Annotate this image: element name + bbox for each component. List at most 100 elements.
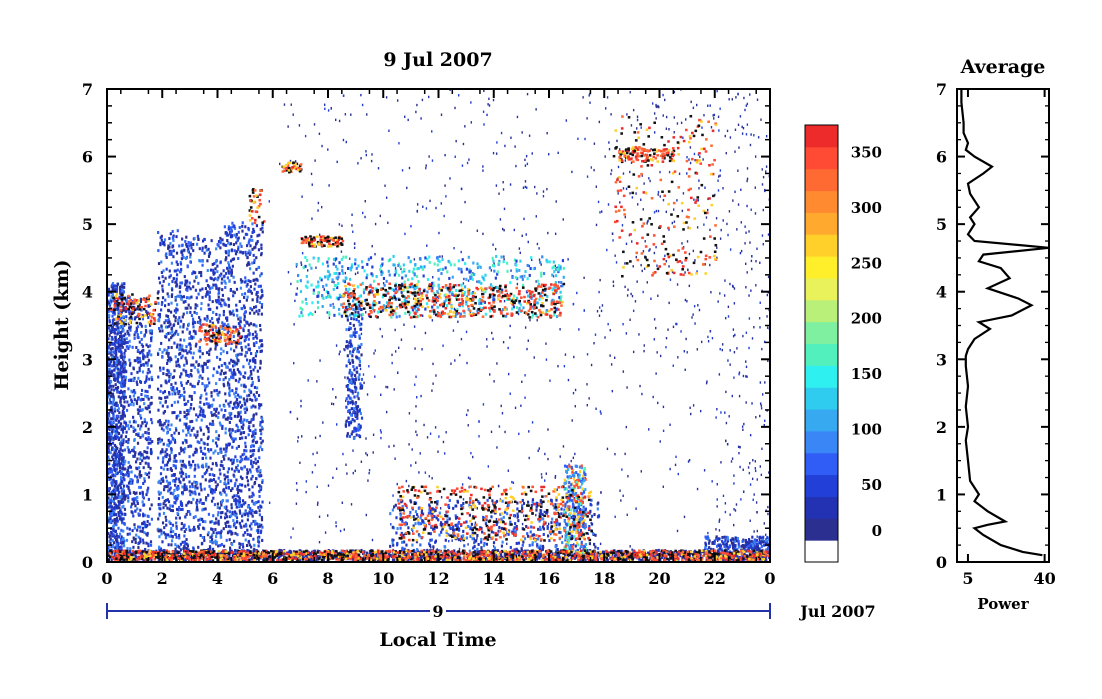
heatmap-cell	[121, 321, 125, 325]
heatmap-cell	[459, 353, 461, 357]
heatmap-cell	[341, 224, 343, 228]
heatmap-cell	[149, 402, 152, 406]
heatmap-cell	[392, 494, 394, 497]
heatmap-cell	[165, 518, 168, 522]
heatmap-cell	[119, 424, 122, 428]
heatmap-cell	[165, 455, 168, 459]
heatmap-cell	[133, 333, 136, 337]
heatmap-cell	[122, 360, 125, 364]
heatmap-cell	[220, 277, 224, 281]
heatmap-cell	[635, 507, 637, 510]
heatmap-cell	[161, 458, 165, 462]
heatmap-cell	[175, 507, 179, 511]
heatmap-cell	[625, 242, 628, 246]
heatmap-cell	[227, 392, 231, 396]
heatmap-cell	[144, 361, 148, 365]
heatmap-cell	[176, 308, 179, 312]
heatmap-cell	[237, 236, 240, 240]
heatmap-cell	[696, 103, 698, 107]
heatmap-cell	[624, 215, 626, 219]
heatmap-cell	[252, 230, 256, 234]
heatmap-cell	[115, 371, 118, 375]
heatmap-cell	[165, 252, 168, 256]
heatmap-cell	[142, 466, 145, 470]
heatmap-cell	[259, 420, 262, 424]
heatmap-cell	[238, 542, 241, 546]
heatmap-cell	[177, 321, 180, 325]
heatmap-cell	[231, 445, 234, 449]
heatmap-cell	[595, 223, 598, 227]
heatmap-cell	[442, 440, 445, 444]
heatmap-cell	[186, 351, 189, 355]
heatmap-cell	[178, 346, 181, 350]
heatmap-cell	[107, 395, 110, 399]
heatmap-cell	[147, 441, 150, 445]
heatmap-cell	[120, 352, 123, 356]
heatmap-cell	[437, 450, 439, 453]
heatmap-cell	[506, 292, 509, 296]
heatmap-cell	[168, 457, 172, 461]
heatmap-cell	[205, 470, 208, 474]
heatmap-cell	[214, 539, 217, 543]
heatmap-cell	[186, 311, 189, 315]
heatmap-cell	[441, 255, 443, 258]
heatmap-cell	[221, 424, 224, 428]
heatmap-cell	[249, 470, 252, 474]
heatmap-cell	[609, 328, 611, 332]
heatmap-cell	[122, 456, 125, 460]
heatmap-cell	[763, 522, 765, 525]
heatmap-cell	[255, 341, 258, 345]
heatmap-cell	[158, 418, 161, 422]
heatmap-cell	[344, 113, 347, 116]
heatmap-cell	[429, 199, 431, 203]
heatmap-cell	[190, 428, 193, 432]
heatmap-cell	[235, 308, 238, 312]
heatmap-cell	[255, 397, 258, 401]
heatmap-cell	[174, 280, 177, 284]
heatmap-cell	[234, 455, 237, 459]
heatmap-cell	[161, 448, 164, 452]
heatmap-cell	[122, 426, 125, 430]
heatmap-cell	[352, 317, 356, 321]
heatmap-cell	[502, 181, 504, 184]
heatmap-cell	[767, 359, 769, 363]
heatmap-cell	[117, 372, 120, 376]
heatmap-cell	[132, 377, 135, 381]
heatmap-cell	[356, 347, 359, 351]
heatmap-cell	[108, 428, 111, 432]
heatmap-cell	[111, 281, 115, 285]
heatmap-cell	[247, 251, 250, 255]
heatmap-cell	[365, 437, 367, 440]
heatmap-cell	[494, 247, 497, 251]
heatmap-cell	[403, 509, 405, 512]
heatmap-cell	[435, 301, 438, 304]
heatmap-cell	[115, 418, 118, 422]
heatmap-cell	[361, 317, 364, 321]
heatmap-cell	[214, 344, 217, 348]
heatmap-cell	[626, 113, 628, 116]
heatmap-cell	[218, 357, 222, 361]
heatmap-cell	[122, 306, 125, 310]
heatmap-cell	[166, 321, 170, 325]
heatmap-cell	[218, 468, 221, 472]
heatmap-cell	[352, 436, 356, 440]
heatmap-cell	[614, 452, 616, 456]
heatmap-cell	[107, 289, 110, 293]
heatmap-cell	[388, 129, 390, 132]
heatmap-cell	[699, 155, 701, 158]
heatmap-cell	[692, 313, 694, 316]
heatmap-cell	[166, 460, 170, 464]
heatmap-cell	[118, 442, 122, 446]
heatmap-cell	[229, 310, 232, 314]
heatmap-cell	[483, 123, 485, 126]
heatmap-cell	[123, 462, 126, 466]
heatmap-cell	[199, 307, 203, 311]
heatmap-cell	[207, 449, 210, 453]
heatmap-cell	[252, 393, 256, 397]
heatmap-cell	[554, 232, 557, 236]
heatmap-cell	[253, 305, 256, 309]
heatmap-cell	[354, 374, 357, 378]
heatmap-cell	[416, 103, 418, 107]
heatmap-cell	[170, 294, 173, 298]
heatmap-cell	[148, 410, 152, 414]
